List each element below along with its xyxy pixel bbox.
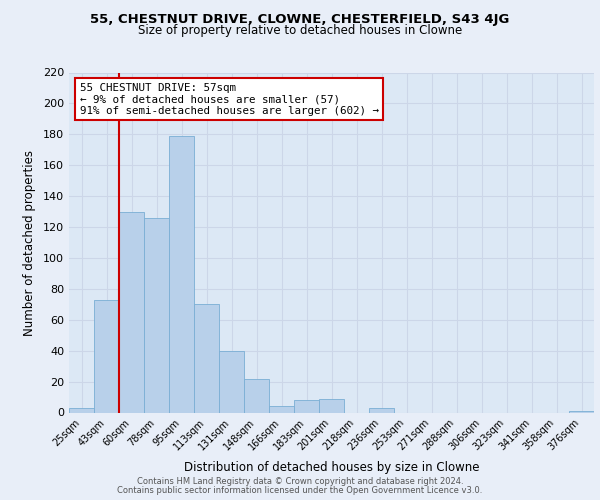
Text: 55 CHESTNUT DRIVE: 57sqm
← 9% of detached houses are smaller (57)
91% of semi-de: 55 CHESTNUT DRIVE: 57sqm ← 9% of detache… — [79, 82, 379, 116]
X-axis label: Distribution of detached houses by size in Clowne: Distribution of detached houses by size … — [184, 460, 479, 473]
Bar — [69, 408, 94, 412]
Bar — [94, 300, 119, 412]
Bar — [219, 350, 244, 412]
Bar — [144, 218, 169, 412]
Text: Contains public sector information licensed under the Open Government Licence v3: Contains public sector information licen… — [118, 486, 482, 495]
Bar — [294, 400, 319, 412]
Text: Size of property relative to detached houses in Clowne: Size of property relative to detached ho… — [138, 24, 462, 37]
Bar — [194, 304, 219, 412]
Y-axis label: Number of detached properties: Number of detached properties — [23, 150, 36, 336]
Bar — [244, 378, 269, 412]
Text: Contains HM Land Registry data © Crown copyright and database right 2024.: Contains HM Land Registry data © Crown c… — [137, 477, 463, 486]
Text: 55, CHESTNUT DRIVE, CLOWNE, CHESTERFIELD, S43 4JG: 55, CHESTNUT DRIVE, CLOWNE, CHESTERFIELD… — [91, 12, 509, 26]
Bar — [369, 408, 394, 412]
Bar — [269, 406, 294, 412]
Bar — [319, 398, 344, 412]
Bar — [169, 136, 194, 412]
Bar — [569, 411, 594, 412]
Bar — [119, 212, 144, 412]
